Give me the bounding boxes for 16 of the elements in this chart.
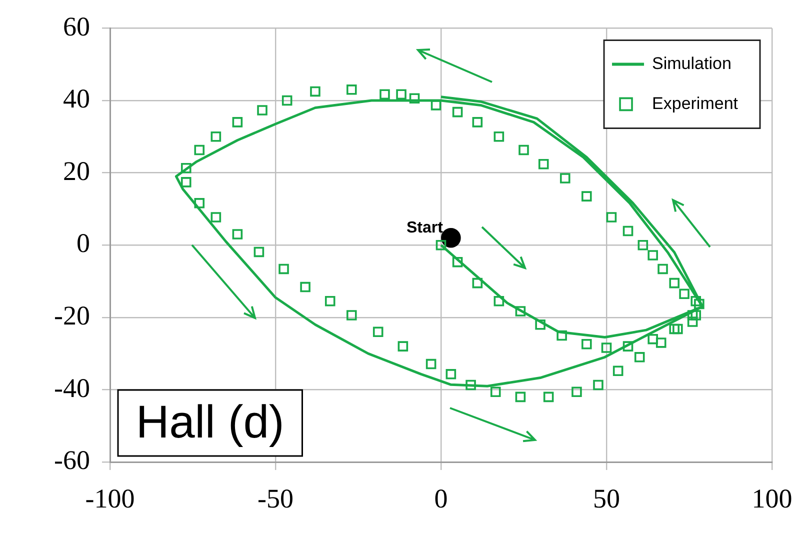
y-tick-label: -20 <box>54 300 90 330</box>
y-tick-label: 20 <box>63 156 90 186</box>
annotation: Hall (d) <box>136 396 284 448</box>
x-tick-label: 50 <box>593 483 620 514</box>
y-tick-label: 0 <box>76 228 90 258</box>
x-tick-label: -100 <box>85 483 135 514</box>
legend-label: Experiment <box>652 94 738 113</box>
x-tick-label: 0 <box>434 483 448 514</box>
y-tick-label: -40 <box>54 372 90 403</box>
legend-label: Simulation <box>652 54 732 73</box>
y-tick-label: 60 <box>63 11 90 42</box>
y-tick-label: -60 <box>54 445 90 476</box>
y-tick-label: 40 <box>63 84 90 114</box>
x-tick-label: 100 <box>752 483 792 514</box>
x-tick-label: -50 <box>258 483 294 514</box>
annotation: Start <box>406 219 444 236</box>
